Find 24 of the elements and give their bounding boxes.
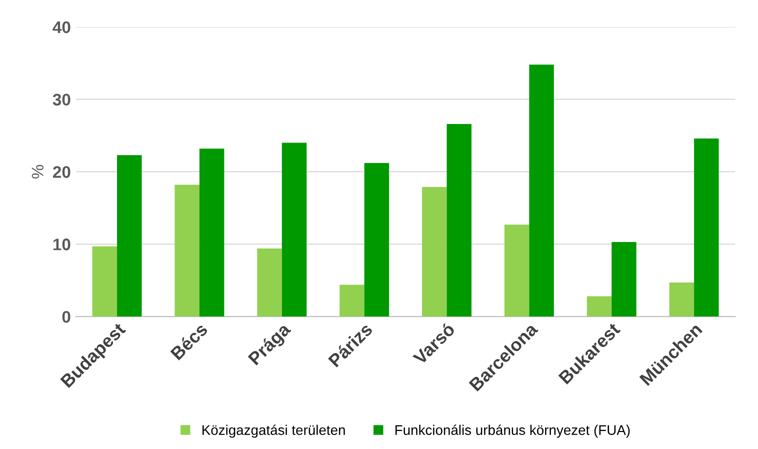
- bar: [117, 155, 142, 317]
- y-tick-label: 30: [52, 94, 70, 106]
- bar: [612, 242, 636, 317]
- bar: [669, 282, 694, 317]
- legend-label: Közigazgatási területen: [202, 424, 345, 438]
- bar: [364, 163, 390, 317]
- y-axis-title: %: [32, 164, 44, 179]
- bar: [340, 284, 364, 317]
- bar: [529, 64, 554, 317]
- bar: [694, 138, 719, 317]
- bar: [92, 246, 118, 317]
- bar: [586, 296, 612, 317]
- y-tick-label: 10: [53, 238, 70, 250]
- bar: [282, 142, 307, 317]
- y-tick-label: 0: [62, 310, 70, 323]
- y-tick-label: 40: [52, 21, 70, 34]
- bar: [446, 124, 472, 317]
- y-tick-label: 20: [52, 166, 70, 178]
- bar: [422, 186, 447, 317]
- legend-label: Funkcionális urbánus környezet (FUA): [395, 424, 630, 438]
- bar: [504, 224, 530, 317]
- bar: [257, 248, 282, 317]
- bar: [174, 184, 200, 317]
- bar: [199, 148, 224, 317]
